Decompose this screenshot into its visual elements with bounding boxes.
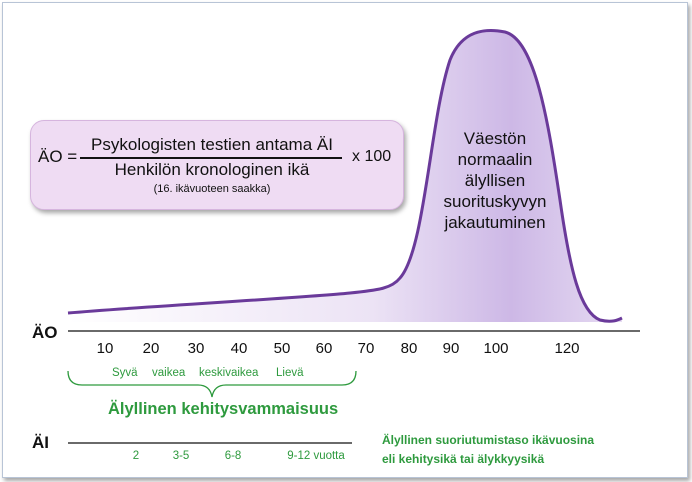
- ao-tick-label: 50: [273, 340, 291, 357]
- formula-numerator: Psykologisten testien antama ÄI: [91, 135, 333, 154]
- ai-axis-label: ÄI: [32, 433, 49, 452]
- ai-age-label: 3-5: [172, 450, 190, 462]
- curve-label-line: suorituskyvyn: [443, 192, 547, 211]
- ai-age-label: 6-8: [224, 450, 242, 462]
- curve-label-line: jakautuminen: [444, 213, 546, 232]
- formula-multiplier: x 100: [352, 148, 392, 165]
- curve-label-line: normaalin: [457, 150, 533, 169]
- side-note-line: eli kehitysikä tai älykkyysikä: [382, 452, 545, 466]
- ao-tick-label: 80: [400, 340, 418, 357]
- group-title: Älyllinen kehitysvammaisuus: [108, 400, 339, 418]
- formula-fraction-bar: [80, 157, 342, 159]
- formula-box: [30, 120, 404, 210]
- curve-label: Väestön normaalin älyllisen suorituskyvy…: [420, 128, 570, 233]
- formula-lhs: ÄO =: [38, 147, 78, 166]
- ao-tick-label: 100: [483, 340, 509, 357]
- ai-age-label: 9-12 vuotta: [287, 450, 345, 462]
- severity-level: Syvä: [112, 367, 138, 379]
- ao-tick-label: 120: [554, 340, 580, 357]
- ao-axis-label: ÄO: [32, 323, 58, 342]
- ai-age-label: 2: [132, 450, 140, 462]
- distribution-curve-fill: [68, 30, 622, 323]
- curve-label-line: Väestön: [463, 129, 527, 148]
- curve-label-line: älyllisen: [464, 171, 526, 190]
- severity-level: vaikea: [152, 367, 186, 379]
- severity-brace: [67, 370, 357, 398]
- diagram-frame: [2, 2, 688, 478]
- ao-tick-label: 30: [187, 340, 205, 357]
- severity-level: Lievä: [276, 367, 304, 379]
- ao-tick-label: 70: [357, 340, 375, 357]
- ao-tick-label: 90: [442, 340, 460, 357]
- ao-tick-label: 60: [315, 340, 333, 357]
- distribution-curve: [67, 28, 623, 323]
- ao-tick-label: 10: [96, 340, 114, 357]
- side-note-line: Älyllinen suoriutumistaso ikävuosina: [382, 433, 595, 447]
- severity-level: keskivaikea: [199, 367, 259, 379]
- ao-tick-label: 20: [142, 340, 160, 357]
- formula-denominator: Henkilön kronologinen ikä: [114, 160, 310, 179]
- formula-note: (16. ikävuoteen saakka): [153, 183, 271, 195]
- ao-tick-label: 40: [230, 340, 248, 357]
